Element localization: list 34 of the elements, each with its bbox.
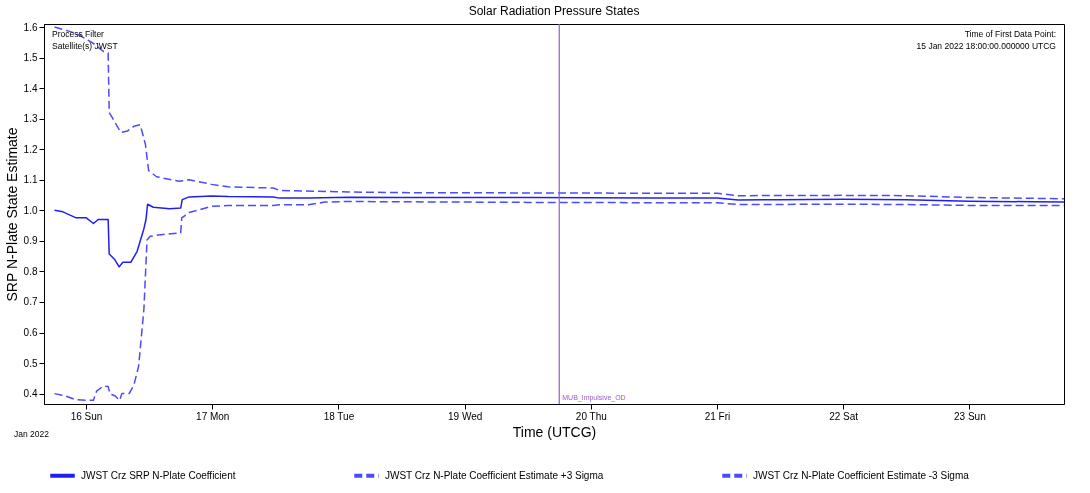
x-tick-label: 21 Fri	[704, 410, 731, 422]
x-tick-label: 20 Thu	[575, 410, 607, 422]
line-series	[53, 195, 1064, 268]
legend-label: JWST Crz N-Plate Coefficient Estimate +3 Sigma	[385, 469, 604, 481]
y-tick-label: 0.5	[23, 357, 38, 369]
x-tick-label: 23 Sun	[954, 410, 986, 422]
annotation: Time of First Data Point:	[964, 29, 1056, 39]
legend-label: JWST Crz N-Plate Coefficient Estimate -3 Sigma	[753, 469, 970, 481]
y-tick-label: 1.6	[23, 21, 38, 33]
legend-label: JWST Crz SRP N-Plate Coefficient	[81, 469, 236, 481]
x-tick-label: 22 Sat	[829, 410, 859, 422]
annotation: Process Filter	[52, 29, 105, 39]
y-tick-label: 0.6	[23, 327, 38, 339]
y-tick-label: 1.0	[23, 204, 38, 216]
chart-title: Solar Radiation Pressure States	[468, 4, 640, 19]
annotation: Satellite(s) JWST	[52, 41, 118, 51]
y-tick-label: 1.2	[23, 143, 38, 155]
x-tick-label: 18 Tue	[323, 410, 355, 422]
x-tick-label: 19 Wed	[447, 410, 483, 422]
y-tick-label: 0.9	[23, 235, 38, 247]
y-tick-label: 1.1	[23, 174, 38, 186]
x-tick-label: 17 Mon	[196, 410, 230, 422]
y-tick-label: 1.5	[23, 52, 38, 64]
annotation: 15 Jan 2022 18:00:00.000000 UTCG	[916, 41, 1056, 51]
y-axis-title: SRP N-Plate State Estimate	[3, 127, 20, 302]
x-axis-title: Time (UTCG)	[512, 423, 597, 440]
line-series	[53, 26, 1064, 200]
y-tick-label: 0.4	[23, 388, 38, 400]
y-tick-label: 0.7	[23, 296, 38, 308]
text: Jan 2022	[14, 429, 50, 439]
y-tick-label: 0.8	[23, 265, 38, 277]
y-tick-label: 1.4	[23, 82, 38, 94]
x-tick-label: 16 Sun	[70, 410, 103, 422]
y-tick-label: 1.3	[23, 113, 38, 125]
